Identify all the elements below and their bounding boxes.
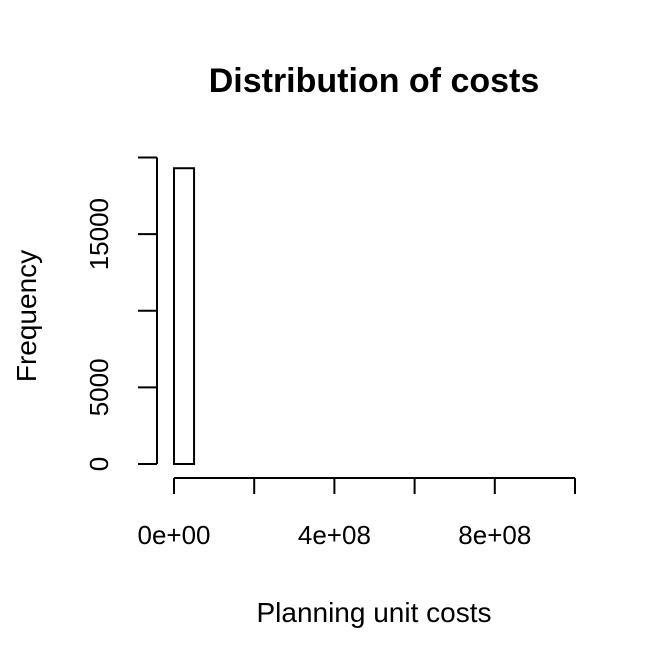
y-axis: 0 5000 15000	[84, 156, 158, 471]
x-tick-label: 8e+08	[458, 520, 531, 550]
chart-title: Distribution of costs	[209, 62, 540, 100]
histogram-bars	[173, 167, 196, 465]
x-axis: 0e+00 4e+08 8e+08	[137, 477, 576, 550]
y-tick-label: 5000	[84, 358, 114, 416]
y-axis-label: Frequency	[11, 250, 42, 382]
y-tick-label: 0	[84, 457, 114, 471]
x-tick-label: 0e+00	[137, 520, 210, 550]
y-tick-label: 15000	[84, 198, 114, 270]
histogram-bar	[173, 167, 196, 465]
x-axis-label: Planning unit costs	[256, 597, 491, 628]
x-tick-label: 4e+08	[298, 520, 371, 550]
